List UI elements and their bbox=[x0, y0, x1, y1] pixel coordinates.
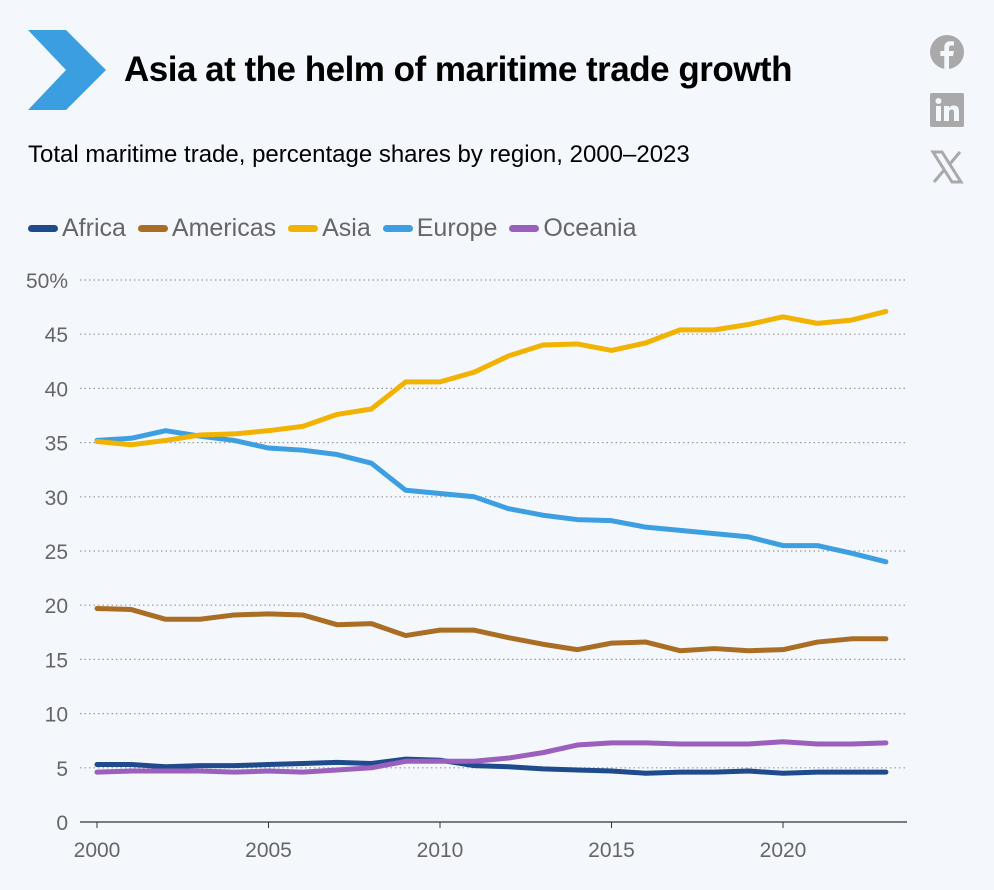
facebook-icon[interactable] bbox=[930, 35, 964, 69]
legend-label: Oceania bbox=[543, 214, 637, 242]
x-tick-label: 2020 bbox=[760, 839, 807, 862]
y-tick-label: 15 bbox=[45, 649, 68, 672]
legend-item-oceania[interactable]: Oceania bbox=[509, 214, 636, 243]
legend-item-asia[interactable]: Asia bbox=[288, 214, 371, 243]
page-title: Asia at the helm of maritime trade growt… bbox=[124, 50, 792, 89]
legend-label: Americas bbox=[171, 214, 277, 242]
x-tick-label: 2010 bbox=[417, 839, 464, 862]
chart-subtitle: Total maritime trade, percentage shares … bbox=[28, 141, 690, 168]
y-tick-label: 45 bbox=[45, 324, 68, 347]
legend-item-europe[interactable]: Europe bbox=[382, 214, 498, 243]
y-tick-label: 20 bbox=[45, 595, 68, 618]
series-line-oceania bbox=[94, 739, 889, 775]
legend-item-americas[interactable]: Americas bbox=[137, 214, 277, 243]
y-tick-label: 10 bbox=[45, 704, 68, 727]
legend-swatch bbox=[28, 225, 58, 232]
series-line-africa bbox=[94, 756, 889, 776]
y-tick-label: 40 bbox=[45, 378, 68, 401]
legend-label: Africa bbox=[62, 214, 126, 242]
y-tick-label: 50% bbox=[26, 270, 68, 293]
y-tick-label: 0 bbox=[56, 812, 68, 835]
chevron-logo-icon bbox=[28, 30, 106, 110]
chart-legend: Africa Americas Asia Europe Oceania bbox=[28, 214, 636, 243]
legend-swatch bbox=[137, 225, 168, 232]
linkedin-icon[interactable] bbox=[930, 93, 964, 127]
legend-item-africa[interactable]: Africa bbox=[28, 214, 126, 243]
series-line-europe bbox=[94, 428, 889, 565]
y-tick-label: 35 bbox=[45, 433, 68, 456]
y-tick-label: 25 bbox=[45, 541, 68, 564]
legend-swatch bbox=[288, 225, 319, 232]
x-tick-label: 2000 bbox=[74, 839, 121, 862]
legend-label: Asia bbox=[322, 214, 371, 242]
legend-swatch bbox=[382, 225, 413, 232]
y-tick-label: 30 bbox=[45, 487, 68, 510]
y-tick-label: 5 bbox=[56, 758, 68, 781]
x-tick-label: 2015 bbox=[588, 839, 635, 862]
x-icon[interactable] bbox=[930, 150, 964, 184]
series-line-americas bbox=[94, 605, 889, 654]
x-tick-label: 2005 bbox=[245, 839, 292, 862]
legend-swatch bbox=[509, 225, 540, 232]
legend-label: Europe bbox=[416, 214, 498, 242]
series-line-asia bbox=[94, 308, 889, 448]
